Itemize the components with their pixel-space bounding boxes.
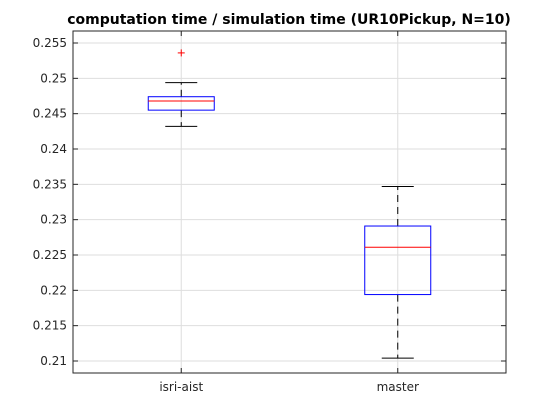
outlier-marker [177,49,185,57]
axes: 0.21 0.215 0.22 0.225 0.23 0.235 0.24 0.245 0.25… [33,31,506,394]
y-tick-label: 0.245 [33,107,67,121]
y-tick-label: 0.22 [40,283,67,297]
x-tick-label: master [377,380,419,394]
plot-frame [72,30,507,374]
y-tick-label: 0.225 [33,248,67,262]
y-tick-label: 0.21 [40,354,67,368]
y-tick-label: 0.24 [40,142,67,156]
box-iqr [147,96,215,111]
x-tick-label: isri-aist [159,380,203,394]
y-tick-label: 0.235 [33,177,67,191]
y-tick-label: 0.215 [33,319,67,333]
y-tick-label: 0.23 [40,213,67,227]
chart-title: computation time / simulation time (UR10… [67,12,511,28]
plot-area [147,49,432,359]
y-tick-label: 0.25 [40,71,67,85]
y-tick-label: 0.255 [33,36,67,50]
box-iqr [364,225,432,296]
grid-lines [73,31,506,373]
